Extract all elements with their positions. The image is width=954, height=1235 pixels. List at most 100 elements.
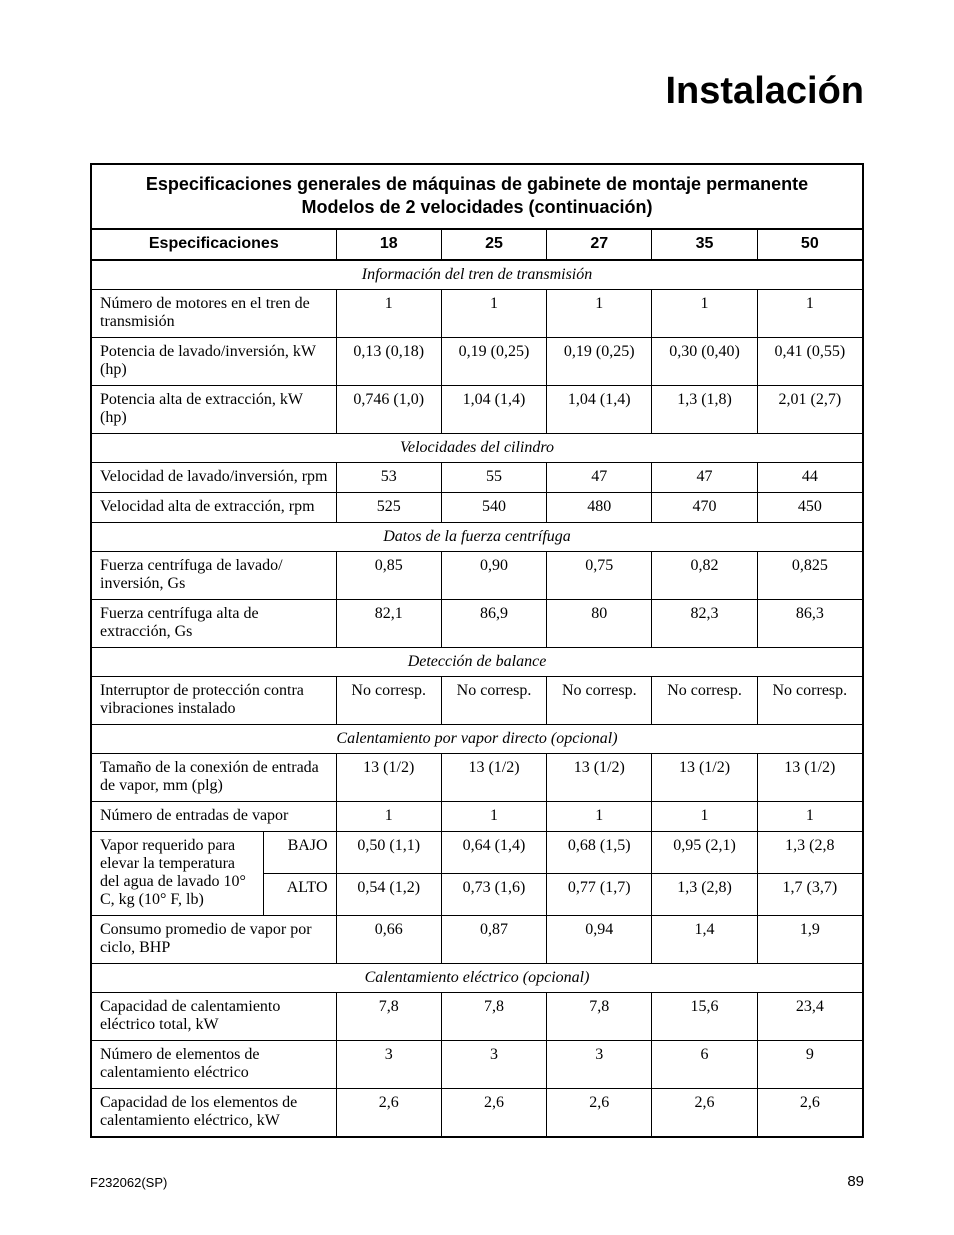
- cell: 0,50 (1,1): [336, 831, 441, 873]
- cell: 3: [441, 1040, 546, 1088]
- cell: 1: [652, 801, 757, 831]
- cell: 1: [336, 289, 441, 337]
- cell: 2,6: [652, 1088, 757, 1137]
- section-centrifuge: Datos de la fuerza centrífuga: [91, 522, 863, 551]
- cell: 82,3: [652, 599, 757, 647]
- cell: 0,94: [547, 915, 652, 963]
- cell: 1,9: [757, 915, 863, 963]
- cell: 0,19 (0,25): [547, 337, 652, 385]
- cell: 470: [652, 492, 757, 522]
- page: Instalación Especificaciones generales d…: [0, 0, 954, 1235]
- cell: 0,66: [336, 915, 441, 963]
- table-row: Fuerza centrífuga alta de extracción, Gs…: [91, 599, 863, 647]
- cell: 1: [441, 289, 546, 337]
- cell: 13 (1/2): [441, 753, 546, 801]
- spec-label: Fuerza centrífuga alta de extracción, Gs: [91, 599, 336, 647]
- table-row: Interruptor de protección contra vibraci…: [91, 676, 863, 724]
- cell: 0,73 (1,6): [441, 873, 546, 915]
- cell: 0,13 (0,18): [336, 337, 441, 385]
- cell: 13 (1/2): [757, 753, 863, 801]
- cell: 0,41 (0,55): [757, 337, 863, 385]
- spec-label: Velocidad de lavado/inversión, rpm: [91, 462, 336, 492]
- spec-label: Velocidad alta de extracción, rpm: [91, 492, 336, 522]
- page-footer: F232062(SP) 89: [90, 1173, 864, 1190]
- cell: 1,4: [652, 915, 757, 963]
- cell: 13 (1/2): [547, 753, 652, 801]
- table-row: Velocidad de lavado/inversión, rpm 53 55…: [91, 462, 863, 492]
- table-row: Número de entradas de vapor 1 1 1 1 1: [91, 801, 863, 831]
- table-title-line1: Especificaciones generales de máquinas d…: [146, 174, 808, 194]
- section-balance-label: Detección de balance: [91, 647, 863, 676]
- section-electric: Calentamiento eléctrico (opcional): [91, 963, 863, 992]
- cell: 80: [547, 599, 652, 647]
- specifications-table: Especificaciones generales de máquinas d…: [90, 163, 864, 1138]
- table-row: Número de motores en el tren de transmis…: [91, 289, 863, 337]
- section-speeds-label: Velocidades del cilindro: [91, 433, 863, 462]
- page-title: Instalación: [90, 70, 864, 113]
- section-drive: Información del tren de transmisión: [91, 260, 863, 290]
- cell: No corresp.: [441, 676, 546, 724]
- cell: 2,01 (2,7): [757, 385, 863, 433]
- table-row: Número de elementos de calentamiento elé…: [91, 1040, 863, 1088]
- steam-low-tag: BAJO: [264, 831, 336, 873]
- cell: 0,95 (2,1): [652, 831, 757, 873]
- table-row: Capacidad de calentamiento eléctrico tot…: [91, 992, 863, 1040]
- table-row: Vapor requerido para elevar la temperatu…: [91, 831, 863, 873]
- cell: 1,7 (3,7): [757, 873, 863, 915]
- cell: 15,6: [652, 992, 757, 1040]
- header-18: 18: [336, 229, 441, 260]
- doc-code: F232062(SP): [90, 1175, 167, 1190]
- cell: 7,8: [441, 992, 546, 1040]
- cell: No corresp.: [757, 676, 863, 724]
- cell: 525: [336, 492, 441, 522]
- page-number: 89: [847, 1173, 864, 1190]
- cell: 3: [336, 1040, 441, 1088]
- section-centrifuge-label: Datos de la fuerza centrífuga: [91, 522, 863, 551]
- section-steam-label: Calentamiento por vapor directo (opciona…: [91, 724, 863, 753]
- spec-label: Capacidad de los elementos de calentamie…: [91, 1088, 336, 1137]
- spec-label: Número de motores en el tren de transmis…: [91, 289, 336, 337]
- header-27: 27: [547, 229, 652, 260]
- cell: 13 (1/2): [652, 753, 757, 801]
- cell: 480: [547, 492, 652, 522]
- cell: 1,3 (2,8): [652, 873, 757, 915]
- cell: 540: [441, 492, 546, 522]
- table-row: Tamaño de la conexión de entrada de vapo…: [91, 753, 863, 801]
- cell: 1,3 (1,8): [652, 385, 757, 433]
- cell: 0,19 (0,25): [441, 337, 546, 385]
- spec-label: Consumo promedio de vapor por ciclo, BHP: [91, 915, 336, 963]
- table-row: Capacidad de los elementos de calentamie…: [91, 1088, 863, 1137]
- cell: 1,04 (1,4): [547, 385, 652, 433]
- cell: 0,746 (1,0): [336, 385, 441, 433]
- cell: No corresp.: [547, 676, 652, 724]
- cell: 2,6: [441, 1088, 546, 1137]
- spec-label: Número de elementos de calentamiento elé…: [91, 1040, 336, 1088]
- table-row: Consumo promedio de vapor por ciclo, BHP…: [91, 915, 863, 963]
- table-row: Potencia alta de extracción, kW (hp) 0,7…: [91, 385, 863, 433]
- header-50: 50: [757, 229, 863, 260]
- cell: 82,1: [336, 599, 441, 647]
- cell: 2,6: [547, 1088, 652, 1137]
- spec-label: Potencia alta de extracción, kW (hp): [91, 385, 336, 433]
- spec-label: Fuerza centrífuga de lavado/ inversión, …: [91, 551, 336, 599]
- cell: 23,4: [757, 992, 863, 1040]
- cell: No corresp.: [652, 676, 757, 724]
- cell: 9: [757, 1040, 863, 1088]
- cell: 3: [547, 1040, 652, 1088]
- cell: 1: [336, 801, 441, 831]
- steam-high-tag: ALTO: [264, 873, 336, 915]
- section-drive-label: Información del tren de transmisión: [91, 260, 863, 290]
- cell: 55: [441, 462, 546, 492]
- cell: 2,6: [336, 1088, 441, 1137]
- table-title-line2: Modelos de 2 velocidades (continuación): [301, 197, 652, 217]
- cell: 0,30 (0,40): [652, 337, 757, 385]
- cell: 6: [652, 1040, 757, 1088]
- cell: 1: [652, 289, 757, 337]
- spec-label: Tamaño de la conexión de entrada de vapo…: [91, 753, 336, 801]
- cell: 47: [547, 462, 652, 492]
- cell: 0,82: [652, 551, 757, 599]
- cell: 7,8: [547, 992, 652, 1040]
- table-row: Fuerza centrífuga de lavado/ inversión, …: [91, 551, 863, 599]
- cell: 0,87: [441, 915, 546, 963]
- cell: 0,85: [336, 551, 441, 599]
